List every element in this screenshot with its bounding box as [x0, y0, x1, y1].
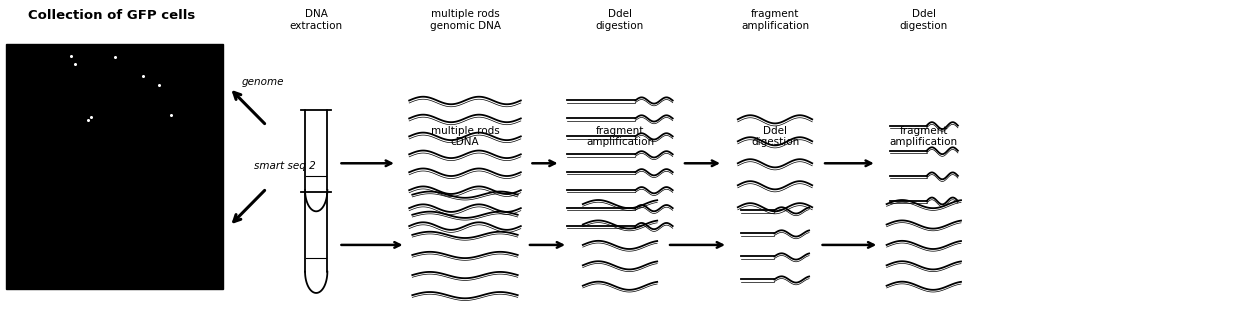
Text: Collection of GFP cells: Collection of GFP cells: [29, 9, 195, 22]
Text: mRNA: mRNA: [112, 271, 144, 281]
Text: DdeI
digestion: DdeI digestion: [751, 126, 799, 147]
Text: fragment
amplification: fragment amplification: [890, 126, 957, 147]
Text: smart seq 2: smart seq 2: [254, 161, 316, 171]
Text: multiple rods
cDNA: multiple rods cDNA: [430, 126, 500, 147]
Text: fragment
amplification: fragment amplification: [742, 9, 808, 31]
Bar: [6, 44, 223, 289]
Text: fragment
amplification: fragment amplification: [587, 126, 653, 147]
Text: DNA
extraction: DNA extraction: [290, 9, 342, 31]
Text: DdeI
digestion: DdeI digestion: [596, 9, 644, 31]
Text: DdeI
digestion: DdeI digestion: [900, 9, 947, 31]
Text: genome: genome: [242, 77, 284, 87]
Text: multiple rods
genomic DNA: multiple rods genomic DNA: [429, 9, 501, 31]
